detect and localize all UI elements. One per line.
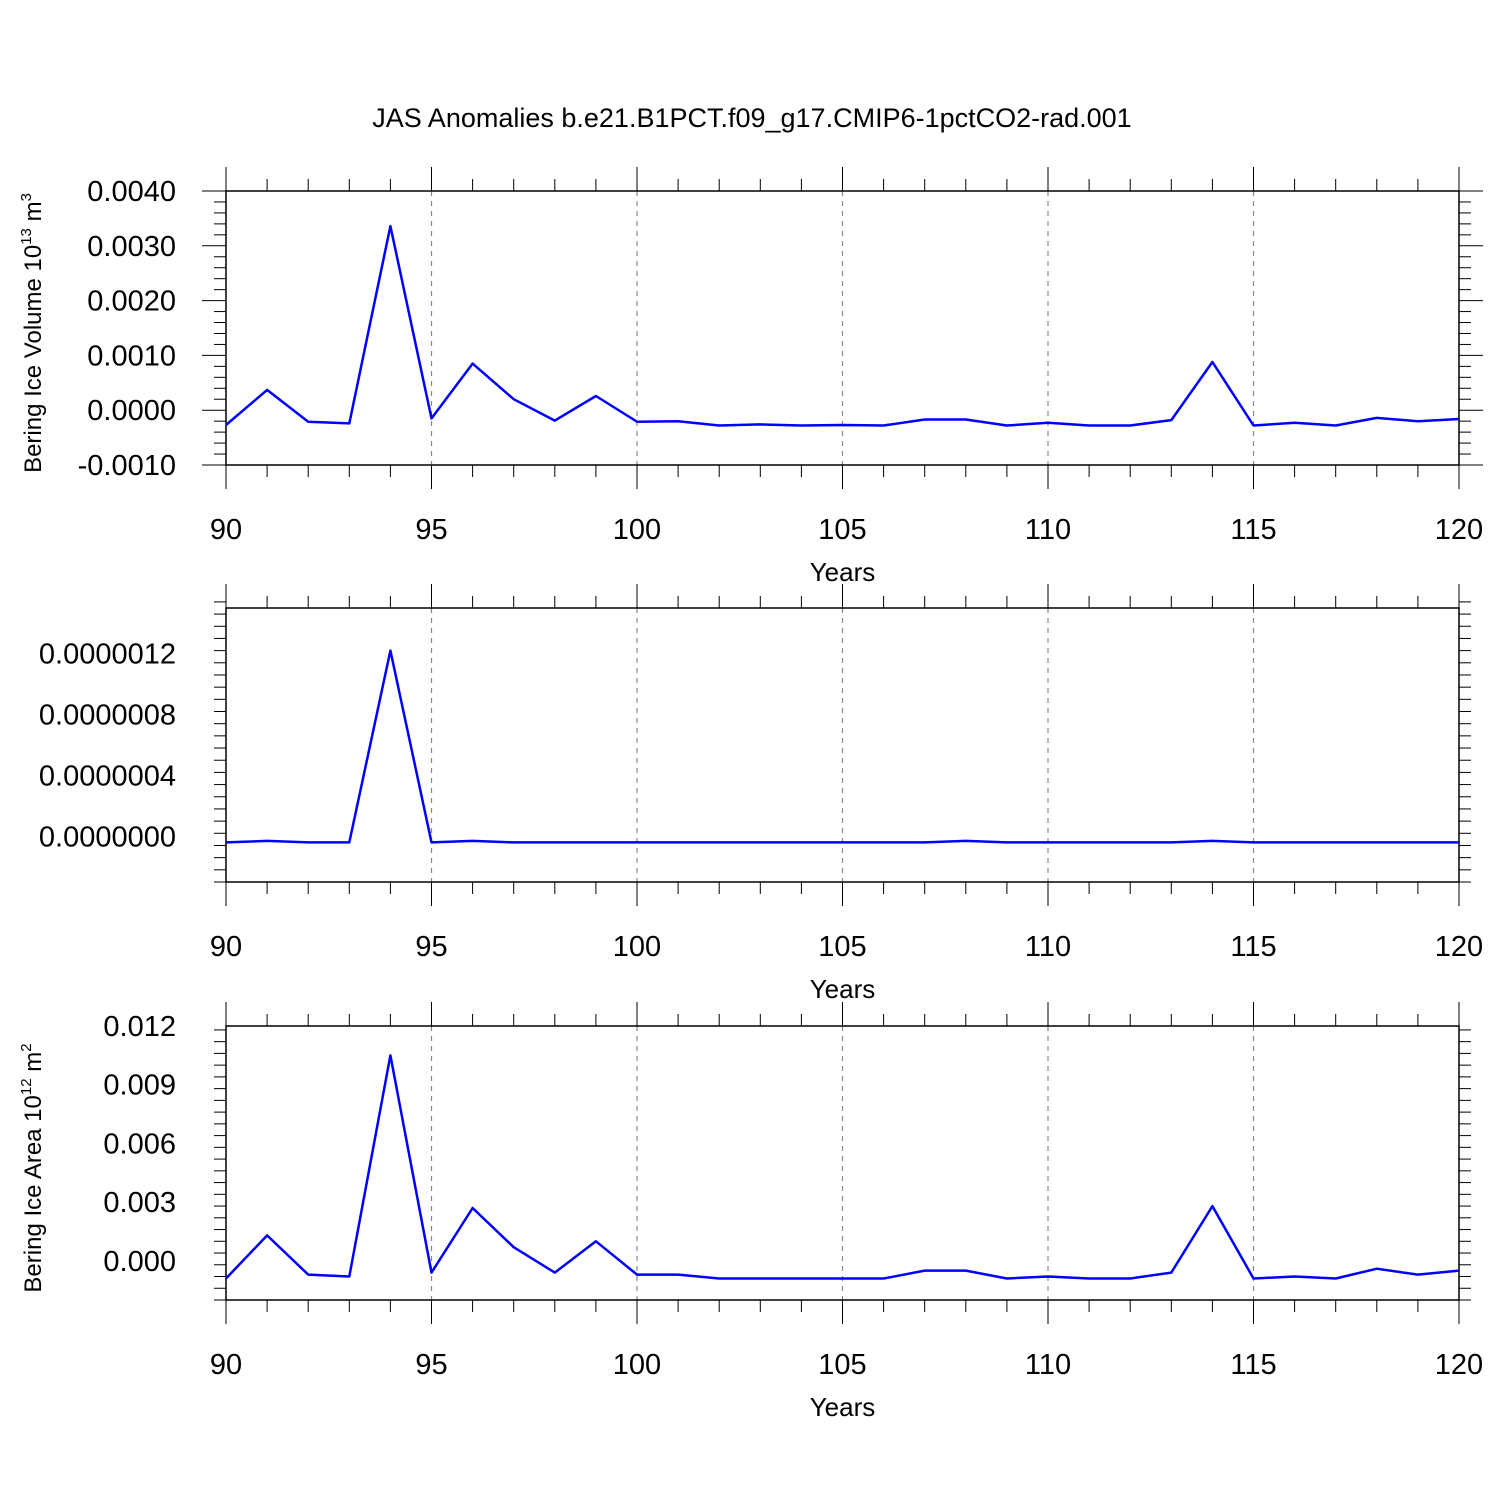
x-tick-label: 120 [1435,1349,1483,1381]
x-tick-label: 95 [415,514,447,546]
x-tick-label: 105 [818,931,866,963]
x-axis-label: Years [810,974,876,1004]
plot-frame [225,1025,1460,1301]
x-tick-label: 105 [818,514,866,546]
y-tick-label: 0.006 [103,1128,176,1160]
x-tick-label: 120 [1435,931,1483,963]
series-line [225,649,1459,844]
x-tick-label: 100 [613,931,661,963]
x-tick-label: 115 [1230,514,1276,546]
x-tick-label: 100 [613,1349,661,1381]
y-tick-label: 0.0040 [87,176,176,208]
panel-1: 90 95 100 105 110 115 120 -0.0010 0.0000 0.0010 0.… [18,167,1483,587]
panels: 90 95 100 105 110 115 120 -0.0010 0.0000 0.0010 0.… [18,167,1483,1422]
panel-2: 90 95 100 105 110 115 120 0.0000000 0.0000004 0.0… [39,584,1483,1004]
y-tick-label: 0.0020 [87,286,176,318]
y-tick-label: 0.000 [103,1246,176,1278]
x-tick-label: 120 [1435,514,1483,546]
plot-frame [225,607,1460,883]
x-tick-label: 110 [1025,931,1071,963]
x-tick-label: 105 [818,1349,866,1381]
y-tick-label: 0.0030 [87,231,176,263]
x-tick-label: 115 [1230,931,1276,963]
y-axis-label: Bering Ice Volume 1013 m3 [18,193,47,473]
x-tick-label: 100 [613,514,661,546]
x-tick-label: 95 [415,1349,447,1381]
x-tick-label: 90 [210,931,242,963]
y-tick-label: 0.0000000 [39,821,176,853]
x-tick-label: 90 [210,1349,242,1381]
y-axis-label: Bering Ice Area 1012 m2 [18,1043,47,1292]
x-axis-label: Years [810,1392,876,1422]
x-tick-label: 115 [1230,1349,1276,1381]
y-tick-label: 0.0000004 [39,760,176,792]
y-tick-label: 0.0000 [87,395,176,427]
plot-frame [225,190,1460,466]
x-tick-label: 90 [210,514,242,546]
x-tick-label: 95 [415,931,447,963]
y-tick-label: 0.0000008 [39,700,176,732]
y-tick-label: 0.0010 [87,340,176,372]
y-tick-label: 0.012 [103,1011,176,1043]
x-tick-label: 110 [1025,1349,1071,1381]
x-tick-label: 110 [1025,514,1071,546]
y-tick-label: -0.0010 [78,450,176,482]
series-line [225,224,1460,427]
series-line [225,1054,1460,1280]
x-axis-label: Years [810,557,876,587]
y-tick-label: 0.009 [103,1070,176,1102]
figure-title: JAS Anomalies b.e21.B1PCT.f09_g17.CMIP6-… [372,103,1131,133]
y-tick-label: 0.003 [103,1187,176,1219]
panel-3: 90 95 100 105 110 115 120 0.000 0.003 0.006 0.009 0… [18,1002,1483,1422]
y-tick-label: 0.0000012 [39,639,176,671]
